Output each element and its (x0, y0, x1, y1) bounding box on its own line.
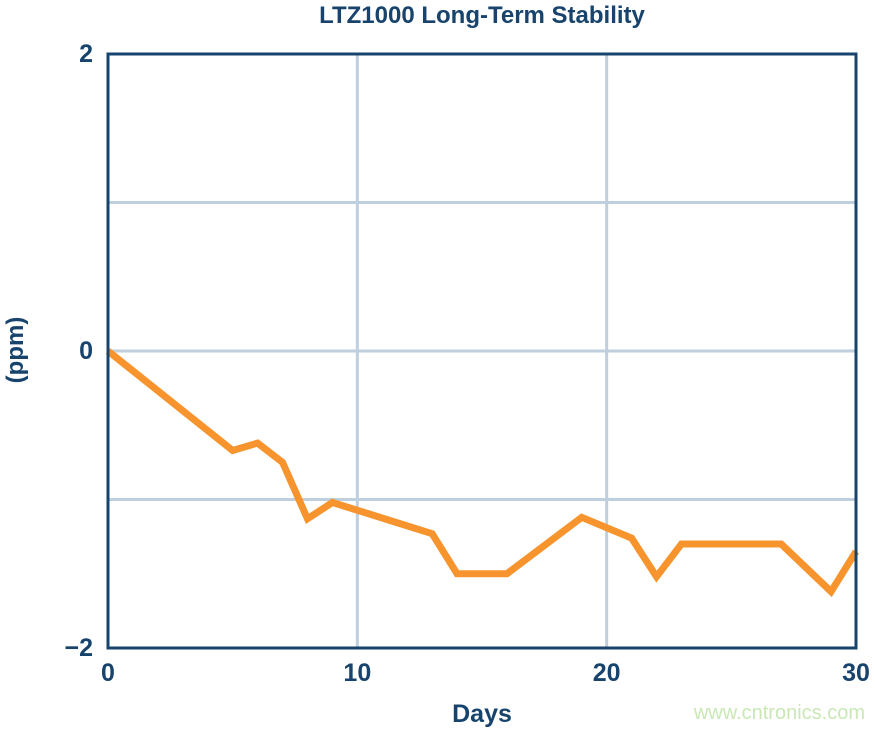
watermark: www.cntronics.com (693, 702, 865, 724)
y-tick-label: 0 (79, 337, 93, 365)
y-axis-label: (ppm) (2, 316, 29, 384)
x-tick-label: 30 (842, 659, 870, 687)
plot-frame (106, 52, 858, 650)
x-tick-label: 10 (343, 659, 372, 687)
chart-title: LTZ1000 Long-Term Stability (319, 2, 645, 29)
y-tick-label: −2 (64, 634, 93, 662)
x-axis-label: Days (452, 700, 512, 728)
y-tick-label: 2 (79, 40, 93, 68)
x-tick-label: 0 (101, 659, 115, 687)
series-line (105, 348, 859, 598)
x-tick-label: 20 (592, 659, 621, 687)
